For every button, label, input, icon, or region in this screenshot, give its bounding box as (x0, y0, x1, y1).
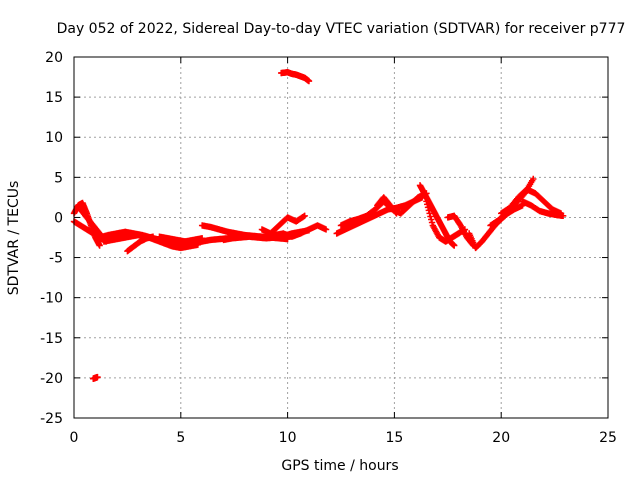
data-point (530, 175, 537, 183)
y-tick-label: 15 (45, 90, 63, 106)
data-point (96, 242, 103, 249)
x-tick-label: 25 (599, 430, 617, 446)
series-arc-18 (444, 212, 477, 249)
x-tick-label: 10 (279, 430, 297, 446)
x-tick-label: 0 (70, 430, 79, 446)
series-arc-23 (498, 186, 531, 217)
data-point (451, 242, 458, 249)
series-arc-11 (263, 222, 330, 241)
data-point (95, 229, 103, 236)
y-tick-label: -25 (40, 411, 63, 427)
data-point (428, 219, 436, 226)
y-tick-label: 10 (45, 130, 63, 146)
y-tick-label: -15 (40, 331, 63, 347)
series-arc-15 (374, 194, 400, 217)
data-points (70, 69, 567, 382)
axis-ticks: 0 5 10 15 20 25 -25 -20 -15 -10 -5 0 5 10 15 20 (40, 50, 617, 446)
data-point (427, 213, 434, 220)
y-axis-label: SDTVAR / TECUs (6, 181, 22, 296)
data-point (423, 198, 430, 205)
y-tick-label: -10 (40, 291, 63, 307)
series-arc-19 (465, 202, 526, 252)
data-point (425, 207, 433, 214)
data-point (393, 210, 400, 217)
data-point (322, 226, 330, 233)
y-tick-label: -5 (49, 251, 63, 267)
data-point (149, 233, 157, 240)
y-tick-label: 20 (45, 50, 63, 66)
data-point (428, 216, 435, 223)
data-point (424, 201, 431, 208)
data-point (522, 187, 529, 194)
series-arc-22 (519, 198, 567, 220)
data-point (305, 77, 313, 85)
x-tick-label: 5 (176, 430, 185, 446)
y-tick-label: 5 (54, 170, 63, 186)
data-point (426, 210, 433, 217)
x-tick-label: 20 (492, 430, 510, 446)
data-point (94, 373, 101, 381)
y-tick-label: 0 (54, 210, 63, 226)
y-tick-label: -20 (40, 371, 63, 387)
data-point (424, 204, 432, 211)
data-point (559, 212, 567, 220)
series-outlier (90, 373, 101, 382)
series-arc-6 (124, 233, 157, 255)
series-arc-12 (277, 69, 313, 85)
series-arc-3 (77, 206, 103, 237)
data-point (392, 209, 399, 216)
grid (74, 57, 608, 418)
data-point (301, 212, 308, 220)
x-tick-label: 15 (385, 430, 403, 446)
data-point (523, 186, 531, 193)
x-axis-label: GPS time / hours (281, 458, 398, 474)
chart-title: Day 052 of 2022, Sidereal Day-to-day VTE… (57, 21, 626, 37)
plot-frame (73, 56, 609, 419)
